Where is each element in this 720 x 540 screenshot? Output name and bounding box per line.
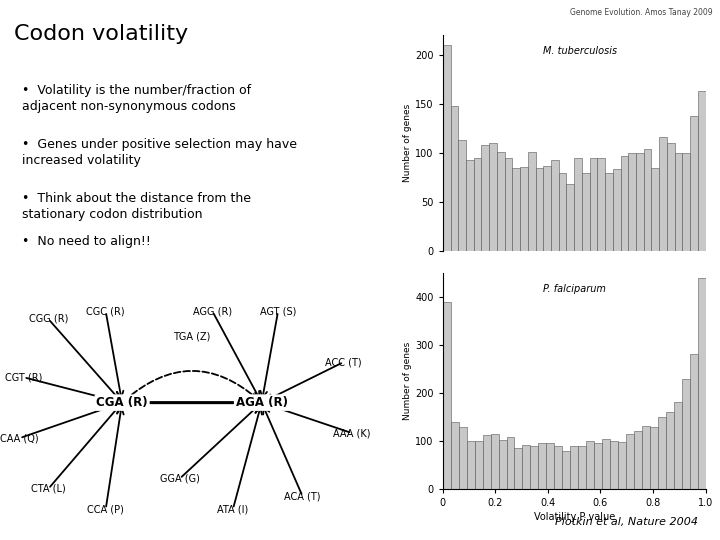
- Bar: [466, 160, 474, 251]
- Bar: [660, 137, 667, 251]
- Bar: [546, 443, 554, 489]
- Text: TGA (Z): TGA (Z): [174, 332, 210, 342]
- Bar: [698, 278, 706, 489]
- Text: GGA (G): GGA (G): [160, 474, 199, 484]
- Text: CGG (R): CGG (R): [29, 314, 68, 324]
- Bar: [586, 441, 594, 489]
- Text: •  Volatility is the number/fraction of
adjacent non-synonymous codons: • Volatility is the number/fraction of a…: [22, 84, 251, 113]
- Text: AGT (S): AGT (S): [260, 306, 296, 316]
- Bar: [482, 145, 489, 251]
- Bar: [594, 443, 602, 489]
- Bar: [590, 158, 598, 251]
- Text: Genome Evolution. Amos Tanay 2009: Genome Evolution. Amos Tanay 2009: [570, 8, 713, 17]
- Bar: [644, 149, 652, 251]
- Text: CGT (R): CGT (R): [5, 372, 42, 382]
- Bar: [575, 158, 582, 251]
- Bar: [539, 443, 546, 489]
- Text: ACC (T): ACC (T): [325, 357, 362, 367]
- Bar: [528, 152, 536, 251]
- Text: •  No need to align!!: • No need to align!!: [22, 235, 150, 248]
- Bar: [698, 91, 706, 251]
- Bar: [443, 302, 451, 489]
- Bar: [602, 439, 610, 489]
- Bar: [498, 440, 506, 489]
- Bar: [467, 441, 474, 489]
- Bar: [570, 447, 578, 489]
- Bar: [559, 173, 567, 251]
- Bar: [531, 446, 539, 489]
- Bar: [459, 427, 467, 489]
- Text: CTA (L): CTA (L): [31, 484, 66, 494]
- Bar: [667, 143, 675, 251]
- Bar: [554, 446, 562, 489]
- Bar: [618, 442, 626, 489]
- Text: AGG (R): AGG (R): [193, 306, 232, 316]
- Bar: [582, 173, 590, 251]
- Bar: [474, 158, 482, 251]
- Bar: [682, 379, 690, 489]
- Bar: [551, 160, 559, 251]
- Bar: [536, 167, 544, 251]
- Bar: [652, 167, 660, 251]
- Bar: [451, 422, 459, 489]
- Y-axis label: Number of genes: Number of genes: [403, 342, 413, 420]
- Bar: [658, 417, 666, 489]
- Y-axis label: Number of genes: Number of genes: [403, 104, 413, 182]
- Bar: [482, 435, 490, 489]
- Bar: [674, 402, 682, 489]
- Bar: [523, 444, 531, 489]
- Bar: [443, 45, 451, 251]
- Text: AGA (R): AGA (R): [235, 396, 288, 409]
- Bar: [610, 441, 618, 489]
- Bar: [690, 354, 698, 489]
- Bar: [613, 168, 621, 251]
- Bar: [506, 437, 515, 489]
- Bar: [578, 446, 586, 489]
- Bar: [489, 143, 497, 251]
- Bar: [626, 434, 634, 489]
- Bar: [642, 426, 650, 489]
- Text: •  Genes under positive selection may have
increased volatility: • Genes under positive selection may hav…: [22, 138, 297, 167]
- Bar: [598, 158, 605, 251]
- Bar: [690, 116, 698, 251]
- Bar: [505, 158, 513, 251]
- Bar: [629, 153, 636, 251]
- Bar: [513, 167, 520, 251]
- Text: CCA (P): CCA (P): [87, 504, 124, 514]
- Bar: [605, 173, 613, 251]
- Text: M. tuberculosis: M. tuberculosis: [543, 46, 617, 56]
- Bar: [562, 451, 570, 489]
- Text: CAA (Q): CAA (Q): [0, 433, 39, 443]
- Bar: [474, 441, 482, 489]
- Text: CGC (R): CGC (R): [86, 306, 125, 316]
- Bar: [567, 184, 575, 251]
- Bar: [490, 434, 498, 489]
- Bar: [520, 167, 528, 251]
- Bar: [636, 153, 644, 251]
- Text: •  Think about the distance from the
stationary codon distribution: • Think about the distance from the stat…: [22, 192, 251, 221]
- Text: CGA (R): CGA (R): [96, 396, 148, 409]
- Bar: [666, 412, 674, 489]
- X-axis label: Volatility P value: Volatility P value: [534, 512, 615, 522]
- Bar: [634, 431, 642, 489]
- Bar: [675, 153, 683, 251]
- Bar: [683, 153, 690, 251]
- Bar: [621, 156, 629, 251]
- Text: Codon volatility: Codon volatility: [14, 24, 189, 44]
- Text: ATA (I): ATA (I): [217, 504, 248, 514]
- Bar: [458, 140, 466, 251]
- Text: AAA (K): AAA (K): [333, 428, 371, 438]
- Text: Plotkin et al, Nature 2004: Plotkin et al, Nature 2004: [555, 516, 698, 526]
- Text: P. falciparum: P. falciparum: [543, 284, 606, 294]
- Bar: [497, 152, 505, 251]
- Text: ACA (T): ACA (T): [284, 491, 321, 502]
- Bar: [544, 166, 551, 251]
- Bar: [515, 448, 523, 489]
- Bar: [650, 427, 658, 489]
- Bar: [451, 106, 458, 251]
